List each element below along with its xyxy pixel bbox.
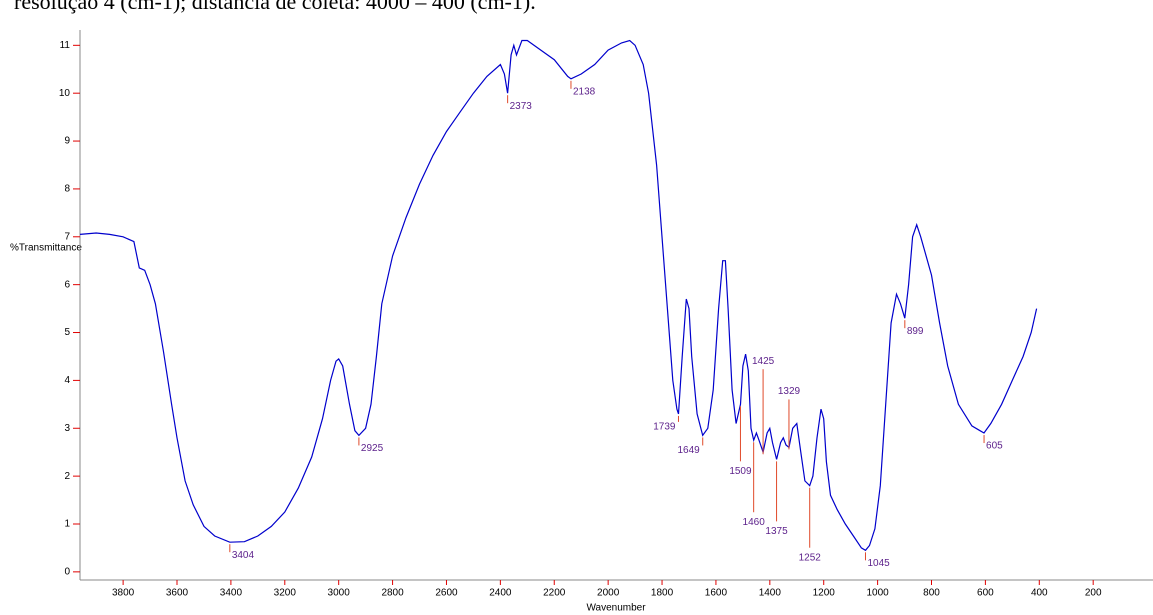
peak-label: 1460 <box>743 517 766 528</box>
x-tick-label: 200 <box>1085 588 1102 599</box>
peak-label: 1649 <box>677 445 700 456</box>
peak-label: 2373 <box>510 101 533 112</box>
peak-label: 2925 <box>361 443 384 454</box>
x-tick-label: 3400 <box>220 588 243 599</box>
y-tick-label: 4 <box>64 375 70 386</box>
peak-label: 1329 <box>778 386 801 397</box>
x-tick-label: 1200 <box>813 588 836 599</box>
x-tick-label: 600 <box>977 588 994 599</box>
y-tick-label: 2 <box>64 471 70 482</box>
x-tick-label: 1600 <box>705 588 728 599</box>
peak-label: 1375 <box>765 526 788 537</box>
x-tick-label: 2000 <box>597 588 620 599</box>
y-tick-label: 11 <box>60 40 71 51</box>
x-axis-label: Wavenumber <box>586 603 646 614</box>
x-tick-label: 2600 <box>435 588 458 599</box>
peak-label: 605 <box>986 441 1003 452</box>
y-tick-label: 0 <box>64 567 70 578</box>
header-text: resolução 4 (cm-1); distância de coleta:… <box>14 0 536 14</box>
peak-label: 1509 <box>729 466 752 477</box>
y-tick-label: 5 <box>64 327 70 338</box>
peak-label: 1045 <box>867 558 890 569</box>
y-tick-label: 9 <box>64 136 70 147</box>
peak-label: 899 <box>907 326 924 337</box>
x-tick-label: 3800 <box>112 588 135 599</box>
peak-label: 1739 <box>653 422 676 433</box>
y-tick-label: 8 <box>64 184 70 195</box>
y-tick-label: 10 <box>59 88 71 99</box>
peak-label: 2138 <box>573 86 596 97</box>
x-tick-label: 3600 <box>166 588 189 599</box>
peak-label: 1425 <box>752 356 775 367</box>
x-tick-label: 800 <box>923 588 940 599</box>
x-tick-label: 400 <box>1031 588 1048 599</box>
y-axis-label: %Transmittance <box>10 243 82 254</box>
y-tick-label: 3 <box>64 423 70 434</box>
peak-label: 3404 <box>232 550 255 561</box>
y-tick-label: 6 <box>64 279 70 290</box>
spectrum-line <box>79 39 1038 552</box>
x-tick-label: 1400 <box>759 588 782 599</box>
y-tick-label: 1 <box>64 519 70 530</box>
x-tick-label: 3000 <box>328 588 351 599</box>
x-tick-label: 2200 <box>543 588 566 599</box>
x-tick-label: 1800 <box>651 588 674 599</box>
x-tick-label: 2400 <box>489 588 512 599</box>
x-tick-label: 1000 <box>866 588 889 599</box>
peak-label: 1252 <box>799 552 822 563</box>
y-tick-label: 7 <box>64 231 70 242</box>
x-tick-label: 3200 <box>274 588 297 599</box>
x-tick-label: 2800 <box>381 588 404 599</box>
